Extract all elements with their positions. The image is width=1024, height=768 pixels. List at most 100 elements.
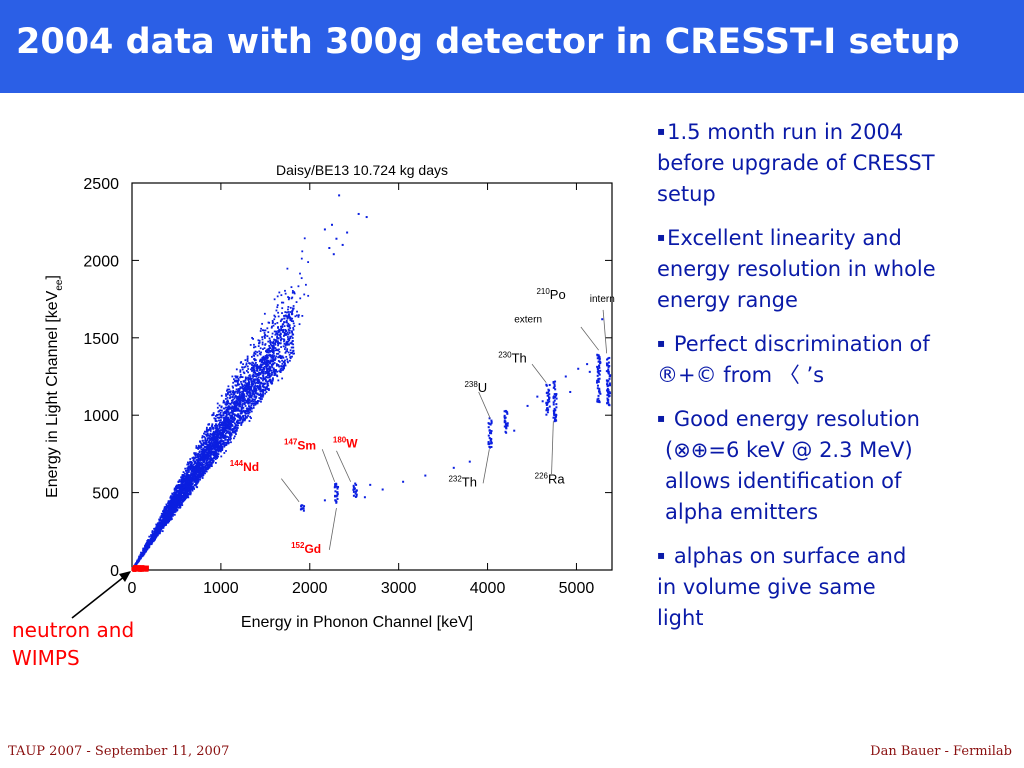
- data-point: [186, 476, 189, 479]
- data-point: [272, 377, 274, 380]
- data-point: [269, 343, 272, 346]
- alpha-point: [598, 391, 601, 394]
- data-point: [151, 530, 154, 532]
- data-point: [288, 296, 291, 299]
- data-point: [208, 434, 211, 437]
- data-point: [284, 346, 287, 349]
- data-point: [218, 413, 220, 416]
- data-point: [269, 354, 271, 357]
- data-point: [273, 314, 276, 317]
- data-point: [286, 267, 289, 270]
- isotope-label-u: 238U: [464, 380, 487, 395]
- data-point: [277, 311, 280, 314]
- alpha-point: [607, 368, 610, 371]
- data-point: [270, 360, 273, 363]
- data-point: [235, 409, 237, 412]
- data-point: [213, 433, 215, 436]
- data-point: [187, 465, 190, 468]
- data-point: [146, 540, 149, 542]
- data-point: [230, 393, 233, 396]
- scatter-point: [332, 253, 335, 256]
- data-point: [271, 365, 273, 367]
- data-point: [277, 356, 280, 359]
- data-point: [246, 365, 249, 368]
- data-point: [170, 497, 173, 500]
- data-point: [232, 408, 235, 411]
- data-point: [211, 457, 214, 460]
- alpha-point: [609, 374, 612, 377]
- data-point: [249, 362, 251, 365]
- data-point: [166, 506, 169, 509]
- data-point: [271, 354, 274, 357]
- data-point: [145, 546, 147, 549]
- data-point: [181, 504, 184, 506]
- data-point: [266, 381, 269, 383]
- data-point: [220, 423, 223, 425]
- data-point: [233, 437, 235, 440]
- data-point: [204, 462, 207, 465]
- data-point: [179, 505, 182, 508]
- data-point: [225, 450, 227, 452]
- data-point: [259, 353, 262, 356]
- data-point: [265, 362, 268, 365]
- data-point: [177, 506, 180, 509]
- data-point: [198, 468, 200, 470]
- data-point: [190, 481, 193, 484]
- data-point: [226, 389, 228, 392]
- data-point: [171, 496, 174, 499]
- data-point: [274, 343, 277, 346]
- data-point: [254, 398, 256, 401]
- data-point: [195, 464, 198, 467]
- data-point: [221, 436, 224, 439]
- data-point: [236, 376, 239, 379]
- data-point: [205, 445, 208, 448]
- data-point: [233, 426, 236, 429]
- alpha-point: [597, 365, 600, 368]
- data-point: [251, 374, 254, 377]
- data-point: [180, 480, 182, 483]
- data-point: [292, 328, 295, 331]
- data-point: [261, 395, 264, 398]
- data-point: [230, 409, 233, 412]
- data-point: [206, 467, 209, 470]
- data-point: [206, 430, 209, 433]
- alpha-point: [487, 441, 490, 444]
- data-point: [280, 365, 283, 368]
- data-point: [150, 538, 153, 540]
- data-point: [191, 468, 194, 471]
- data-point: [196, 463, 199, 466]
- data-point: [223, 452, 226, 454]
- data-point: [254, 371, 257, 374]
- data-point: [169, 518, 171, 521]
- data-point: [183, 489, 186, 492]
- data-point: [203, 432, 205, 435]
- data-point: [229, 397, 231, 400]
- data-point: [225, 411, 228, 413]
- data-point: [238, 416, 241, 419]
- alpha-point: [546, 394, 549, 397]
- data-point: [290, 352, 293, 354]
- data-point: [265, 372, 268, 374]
- data-point: [220, 394, 223, 397]
- data-point: [216, 436, 219, 439]
- data-point: [209, 444, 211, 447]
- alpha-point: [490, 432, 493, 435]
- data-point: [194, 461, 197, 464]
- data-point: [177, 503, 180, 506]
- data-point: [236, 395, 239, 398]
- data-point: [218, 436, 221, 439]
- alpha-point: [554, 409, 557, 412]
- bullet-line: ®+© from 〈 ’s: [657, 363, 825, 387]
- data-point: [219, 409, 222, 412]
- data-point: [175, 489, 178, 492]
- data-point: [230, 418, 233, 420]
- data-point: [177, 497, 180, 500]
- bullet-item: ▪1.5 month run in 2004 before upgrade of …: [657, 116, 1002, 210]
- data-point: [292, 352, 295, 355]
- alpha-point: [545, 402, 548, 405]
- data-point: [223, 416, 225, 419]
- data-point: [241, 410, 244, 413]
- data-point: [228, 428, 231, 431]
- data-point: [186, 495, 189, 497]
- alpha-point: [596, 365, 599, 368]
